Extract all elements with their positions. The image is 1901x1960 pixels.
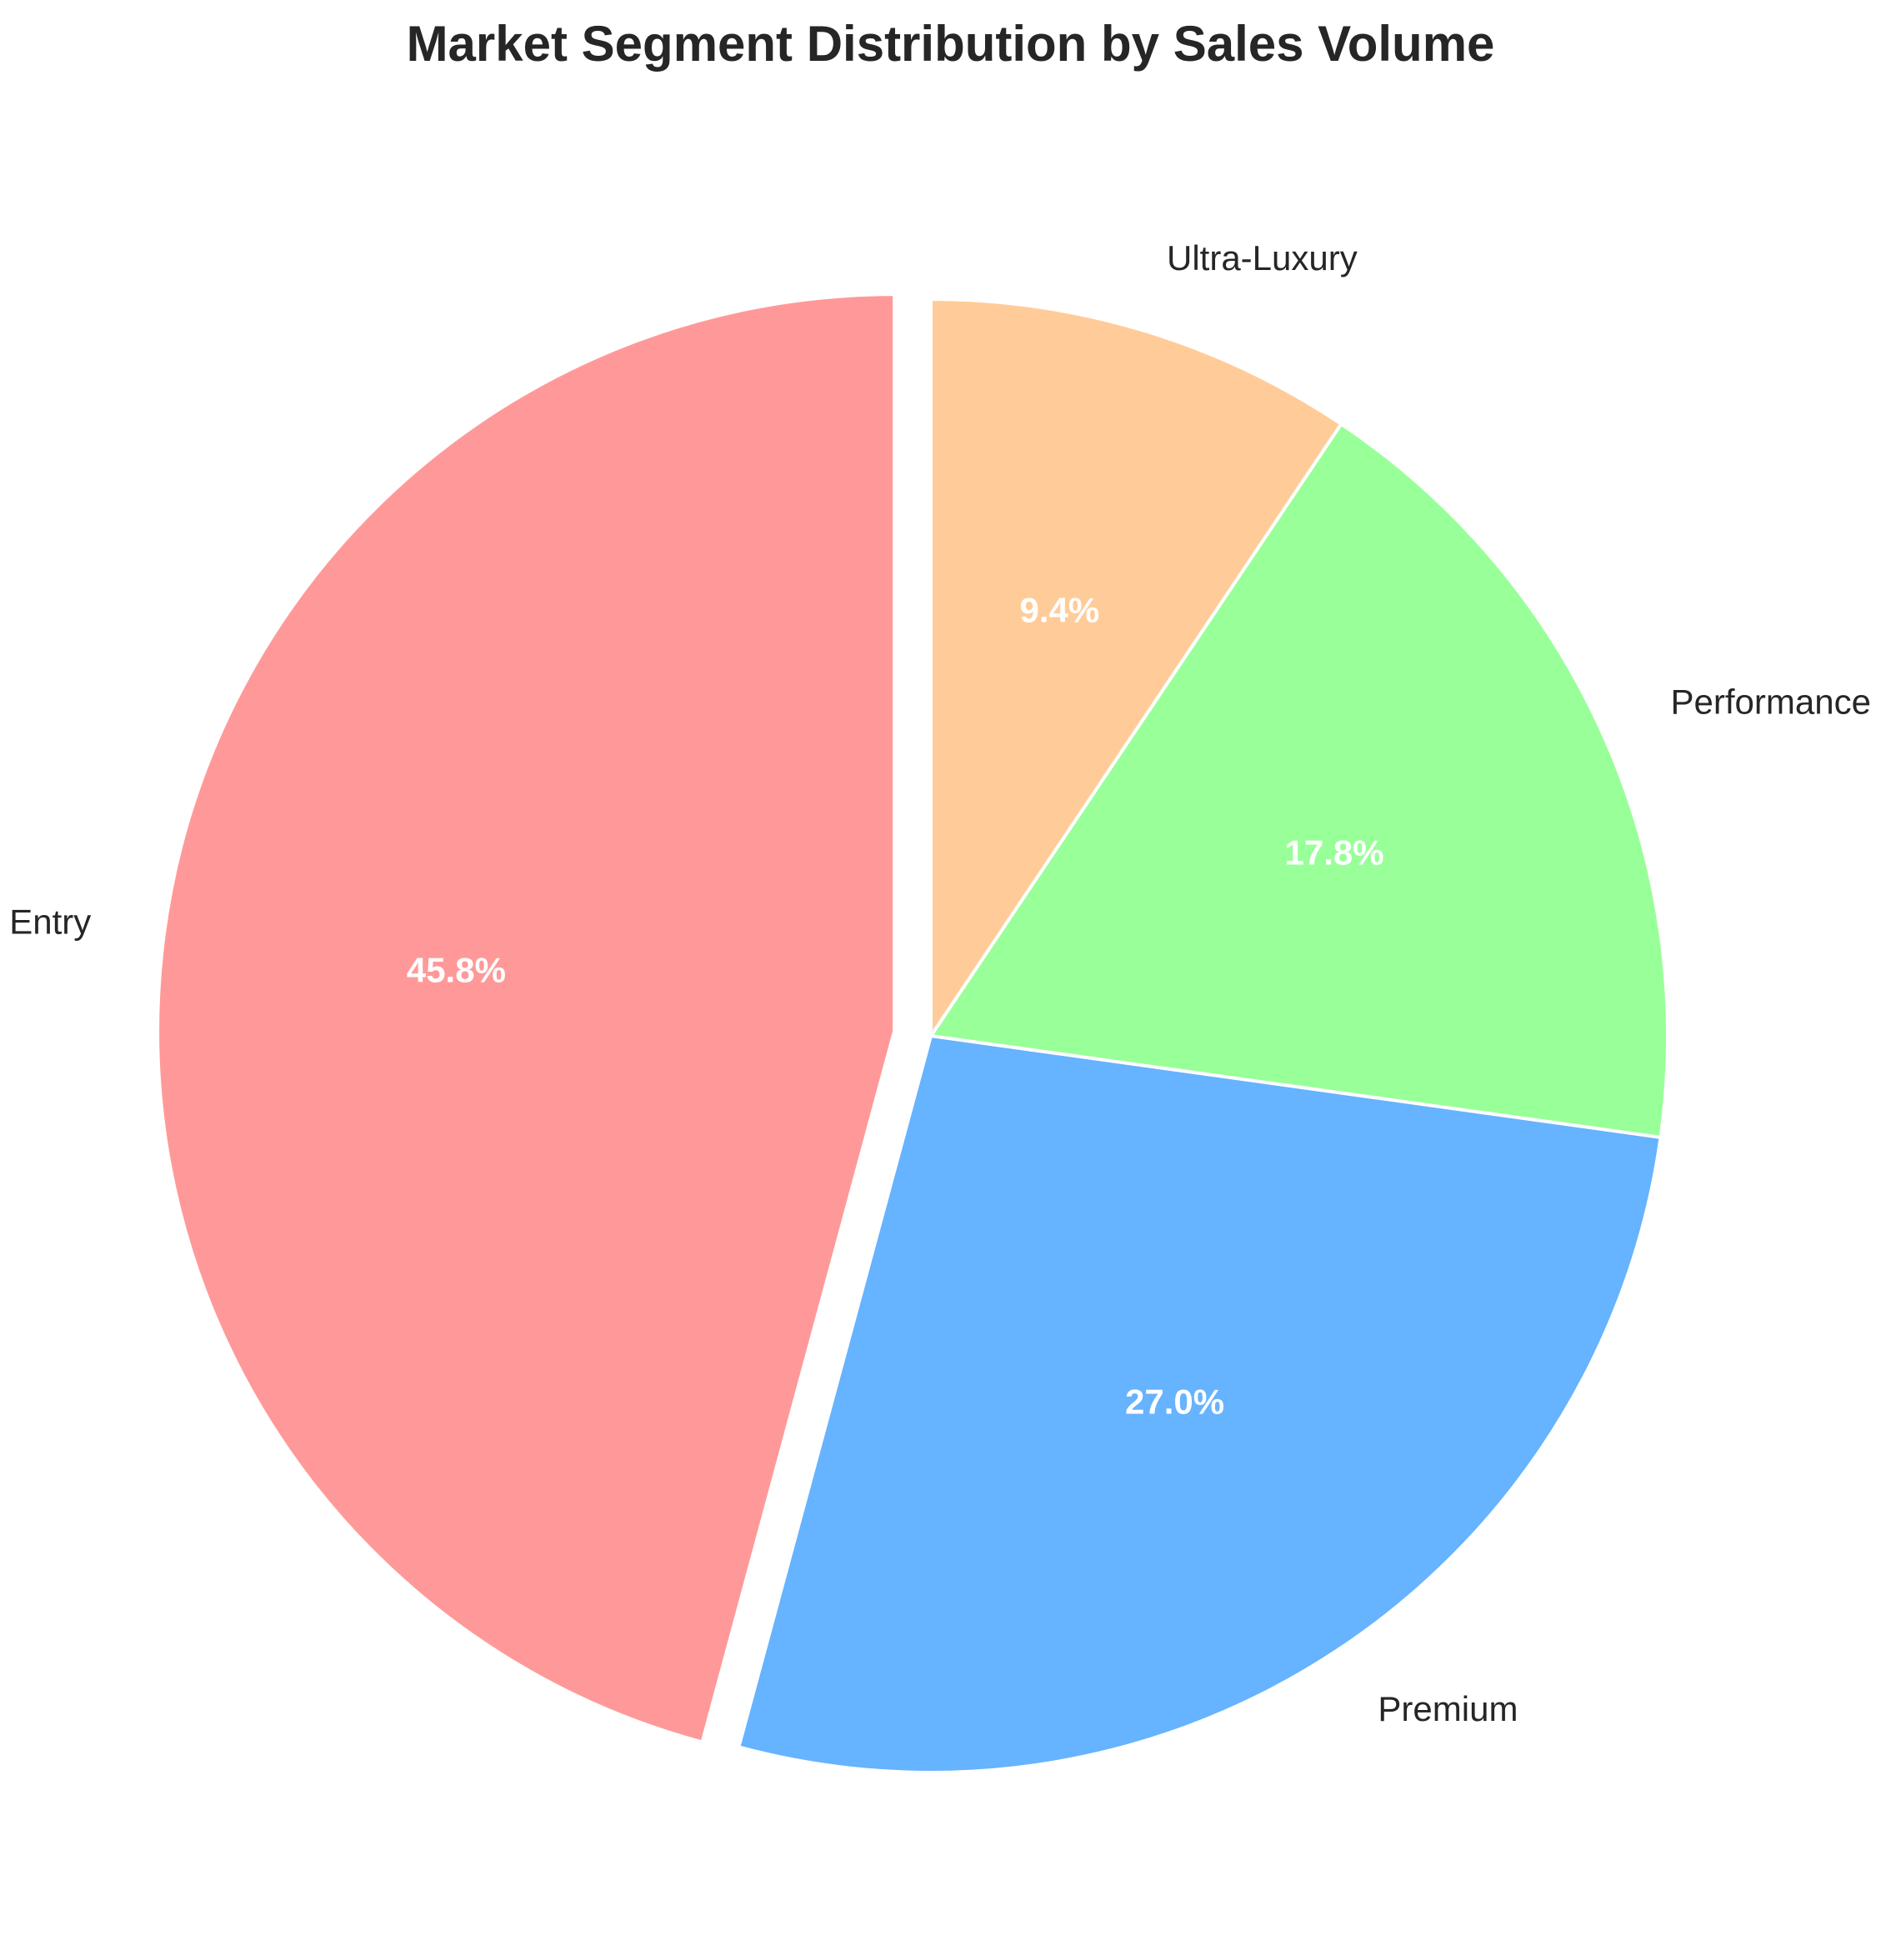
- slice-label-entry: Entry: [9, 902, 91, 941]
- pct-label-ultra-luxury: 9.4%: [1019, 591, 1099, 630]
- pct-label-entry: 45.8%: [407, 950, 506, 989]
- slice-label-performance: Performance: [1671, 682, 1871, 722]
- pie-slice-entry: [156, 292, 897, 1744]
- pie-slice-ultra-luxury: [929, 298, 1343, 1038]
- pie-slices: [156, 292, 1670, 1774]
- pie-slice-premium: [737, 1034, 1663, 1774]
- pct-label-performance: 17.8%: [1285, 832, 1384, 872]
- pie-slice-performance: [929, 422, 1670, 1139]
- slice-label-ultra-luxury: Ultra-Luxury: [1167, 238, 1358, 278]
- pct-label-premium: 27.0%: [1125, 1382, 1224, 1421]
- slice-label-premium: Premium: [1378, 1689, 1518, 1728]
- pie-labels: Entry 45.8% Premium 27.0% Performance 17.8% Ul…: [9, 238, 1871, 1728]
- chart-title: Market Segment Distribution by Sales Vol…: [406, 16, 1495, 72]
